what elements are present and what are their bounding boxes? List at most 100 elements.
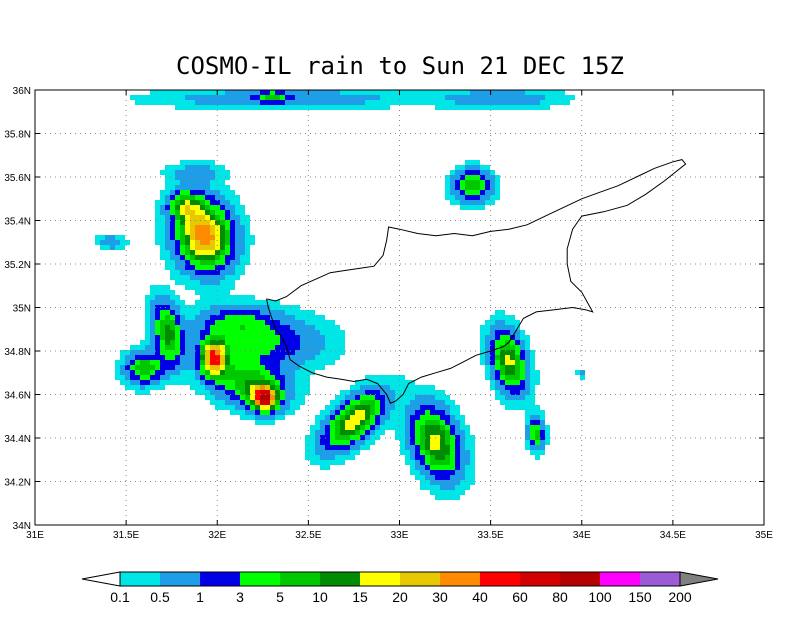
rain-cell	[310, 105, 315, 110]
rain-cell	[200, 280, 205, 285]
rain-cell	[230, 330, 235, 335]
rain-cell	[410, 395, 415, 400]
rain-cell	[185, 240, 190, 245]
rain-cell	[335, 335, 340, 340]
rain-cell	[430, 445, 435, 450]
rain-cell	[180, 200, 185, 205]
rain-cell	[220, 350, 225, 355]
rain-cell	[215, 400, 220, 405]
rain-cell	[235, 305, 240, 310]
rain-cell	[530, 400, 535, 405]
rain-cell	[150, 335, 155, 340]
rain-cell	[385, 390, 390, 395]
rain-cell	[220, 370, 225, 375]
rain-cell	[310, 355, 315, 360]
rain-cell	[140, 95, 145, 100]
rain-cell	[225, 280, 230, 285]
rain-cell	[260, 410, 265, 415]
rain-cell	[405, 455, 410, 460]
rain-cell	[160, 95, 165, 100]
rain-cell	[240, 360, 245, 365]
rain-cell	[275, 370, 280, 375]
rain-cell	[145, 325, 150, 330]
rain-cell	[240, 325, 245, 330]
rain-cell	[415, 445, 420, 450]
rain-cell	[450, 405, 455, 410]
rain-cell	[290, 360, 295, 365]
rain-cell	[220, 270, 225, 275]
rain-cell	[235, 200, 240, 205]
rain-cell	[285, 95, 290, 100]
rain-cell	[375, 90, 380, 95]
rain-cell	[435, 90, 440, 95]
rain-cell	[515, 405, 520, 410]
rain-cell	[165, 95, 170, 100]
rain-cell	[455, 415, 460, 420]
rain-cell	[455, 490, 460, 495]
rain-cell	[335, 415, 340, 420]
rain-cell	[220, 320, 225, 325]
rain-cell	[330, 435, 335, 440]
rain-cell	[145, 300, 150, 305]
rain-cell	[505, 360, 510, 365]
rain-cell	[170, 365, 175, 370]
rain-cell	[400, 390, 405, 395]
rain-cell	[180, 325, 185, 330]
rain-cell	[180, 305, 185, 310]
map-title: COSMO-IL rain to Sun 21 DEC 15Z	[176, 52, 624, 80]
rain-cell	[150, 360, 155, 365]
rain-cell	[205, 250, 210, 255]
rain-cell	[155, 230, 160, 235]
rain-cell	[535, 430, 540, 435]
rain-cell	[410, 460, 415, 465]
colorbar-label: 40	[472, 589, 488, 605]
rain-cell	[330, 335, 335, 340]
rain-cell	[275, 320, 280, 325]
rain-cell	[445, 450, 450, 455]
axis-ticks: 31E 31.5E 32E 32.5E 33E 33.5E 34E 34.5E 35E34N34…	[4, 86, 773, 541]
rain-cell	[165, 245, 170, 250]
rain-cell	[505, 335, 510, 340]
rain-cell	[515, 395, 520, 400]
rain-cell	[540, 450, 545, 455]
rain-cell	[215, 225, 220, 230]
rain-cell	[495, 180, 500, 185]
rain-cell	[155, 325, 160, 330]
rain-cell	[395, 405, 400, 410]
rain-cell	[340, 395, 345, 400]
rain-cell	[230, 350, 235, 355]
rain-cell	[180, 235, 185, 240]
rain-cell	[245, 330, 250, 335]
rain-cell	[280, 360, 285, 365]
colorbar-swatch	[600, 572, 640, 586]
rain-cell	[145, 365, 150, 370]
rain-cell	[470, 95, 475, 100]
rain-cell	[195, 100, 200, 105]
rain-cell	[165, 225, 170, 230]
rain-cell	[270, 310, 275, 315]
rain-cell	[265, 335, 270, 340]
rain-cell	[405, 415, 410, 420]
rain-cell	[160, 385, 165, 390]
rain-cell	[315, 435, 320, 440]
rain-cell	[455, 460, 460, 465]
rain-cell	[375, 420, 380, 425]
rain-cell	[125, 370, 130, 375]
rain-cell	[155, 340, 160, 345]
rain-cell	[430, 465, 435, 470]
rain-cell	[175, 245, 180, 250]
rain-cell	[170, 165, 175, 170]
rain-cell	[245, 375, 250, 380]
rain-cell	[395, 430, 400, 435]
rain-cell	[255, 365, 260, 370]
rain-cell	[560, 95, 565, 100]
rain-cell	[285, 385, 290, 390]
rain-cell	[190, 200, 195, 205]
rain-cell	[200, 225, 205, 230]
rain-cell	[405, 450, 410, 455]
rain-cell	[185, 200, 190, 205]
rain-cell	[170, 325, 175, 330]
rain-cell	[510, 375, 515, 380]
rain-cell	[195, 220, 200, 225]
rain-cell	[270, 350, 275, 355]
